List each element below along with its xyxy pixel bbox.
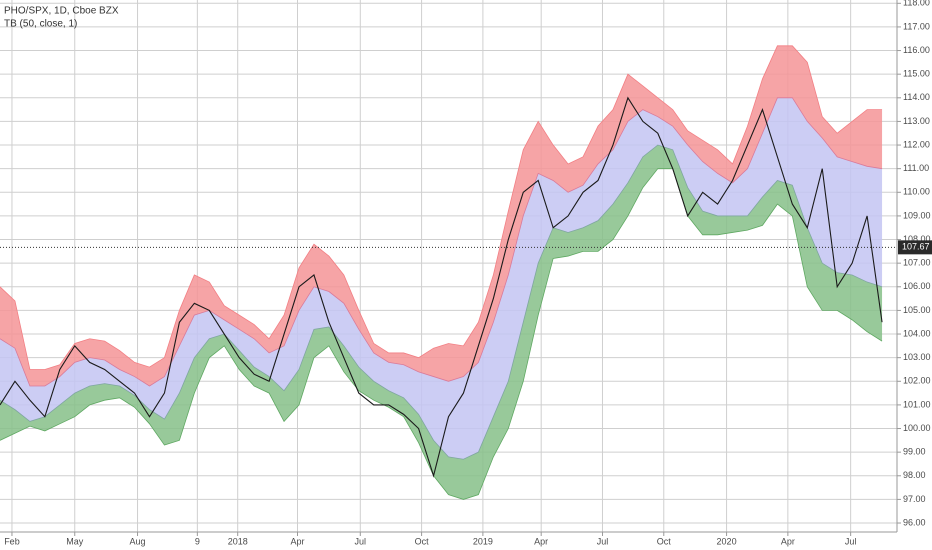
x-tick-label: Apr — [534, 536, 548, 546]
x-tick-label: Apr — [781, 536, 795, 546]
x-tick-label: Jul — [355, 536, 367, 546]
y-tick-label: 115.00 — [903, 69, 930, 79]
y-tick-label: 96.00 — [903, 517, 926, 527]
y-tick-label: 104.00 — [903, 328, 931, 338]
y-tick-label: 97.00 — [903, 494, 926, 504]
band-fill — [0, 45, 883, 387]
band-fill — [0, 97, 883, 460]
price-axis-bg — [897, 0, 932, 550]
x-tick-label: Aug — [130, 536, 146, 546]
y-tick-label: 117.00 — [903, 21, 930, 31]
last-price-box — [898, 240, 932, 255]
y-tick-label: 107.00 — [903, 258, 931, 268]
chart-title: PHO/SPX, 1D, Cboe BZX — [4, 6, 119, 17]
band-line — [0, 144, 883, 460]
y-tick-label: 99.00 — [903, 447, 926, 457]
y-tick-label: 101.00 — [903, 399, 931, 409]
band-line — [0, 45, 883, 370]
y-tick-label: 114.00 — [903, 92, 930, 102]
y-tick-label: 113.00 — [903, 116, 930, 126]
y-tick-label: 106.00 — [903, 281, 931, 291]
x-tick-label: Apr — [290, 536, 304, 546]
y-tick-label: 103.00 — [903, 352, 931, 362]
y-tick-label: 118.00 — [903, 0, 930, 8]
indicator-label: TB (50, close, 1) — [4, 19, 77, 30]
x-tick-label: 2018 — [228, 536, 248, 546]
x-tick-label: Oct — [415, 536, 430, 546]
x-tick-label: Jul — [597, 536, 609, 546]
last-price-label: 107.67 — [902, 242, 930, 252]
y-tick-label: 112.00 — [903, 139, 930, 149]
y-tick-label: 100.00 — [903, 423, 931, 433]
x-tick-label: May — [66, 536, 84, 546]
y-tick-label: 110.00 — [903, 187, 930, 197]
y-tick-label: 116.00 — [903, 45, 930, 55]
x-tick-label: 2020 — [717, 536, 737, 546]
x-tick-label: Jul — [845, 536, 857, 546]
band-line — [0, 97, 883, 387]
band-line — [0, 168, 883, 500]
x-tick-label: Oct — [657, 536, 672, 546]
time-axis-bg — [0, 532, 932, 550]
y-tick-label: 109.00 — [903, 210, 931, 220]
x-tick-label: Feb — [4, 536, 20, 546]
y-tick-label: 108.00 — [903, 234, 931, 244]
y-tick-label: 105.00 — [903, 305, 931, 315]
y-tick-label: 98.00 — [903, 470, 926, 480]
y-tick-label: 102.00 — [903, 376, 931, 386]
price-line — [0, 96, 883, 478]
x-tick-label: 9 — [195, 536, 200, 546]
y-tick-label: 111.00 — [903, 163, 929, 173]
x-tick-label: 2019 — [473, 536, 493, 546]
